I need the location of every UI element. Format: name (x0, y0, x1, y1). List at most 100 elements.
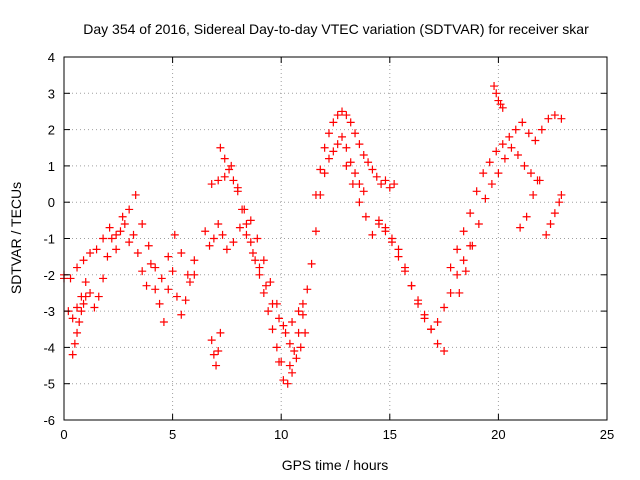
data-point (550, 209, 559, 218)
data-point (557, 114, 566, 123)
data-point (364, 158, 373, 167)
data-point (159, 317, 168, 326)
data-point (479, 169, 488, 178)
data-point (107, 234, 116, 243)
data-point (242, 219, 251, 228)
data-point (320, 169, 329, 178)
y-tick-label: -1 (43, 232, 55, 247)
data-point (492, 89, 501, 98)
data-point (279, 321, 288, 330)
data-point (520, 161, 529, 170)
data-point (387, 234, 396, 243)
data-point (338, 132, 347, 141)
data-point (294, 307, 303, 316)
data-point (374, 216, 383, 225)
data-point (275, 357, 284, 366)
y-tick-label: -4 (43, 340, 55, 355)
data-point (290, 347, 299, 356)
data-point (155, 299, 164, 308)
data-point (453, 270, 462, 279)
data-point (324, 129, 333, 138)
data-point (342, 143, 351, 152)
data-point (170, 230, 179, 239)
data-point (214, 219, 223, 228)
data-point (246, 216, 255, 225)
data-point (233, 187, 242, 196)
data-point (351, 129, 360, 138)
data-point (468, 241, 477, 250)
data-point (531, 136, 540, 145)
data-point (544, 114, 553, 123)
data-point (68, 350, 77, 359)
x-tick-label: 10 (274, 427, 288, 442)
data-point (518, 118, 527, 127)
data-point (407, 281, 416, 290)
data-point (86, 249, 95, 258)
data-point (75, 317, 84, 326)
data-point (390, 180, 399, 189)
axis-ticks: 0 5 10 15 20 25 -6 -5 -4 -3 -2 -1 0 1 2 3 4 (43, 50, 614, 442)
data-point (138, 267, 147, 276)
data-point (255, 270, 264, 279)
data-point (222, 245, 231, 254)
data-point (275, 314, 284, 323)
data-point (266, 278, 275, 287)
data-point (333, 111, 342, 120)
data-points (60, 82, 566, 388)
data-point (433, 317, 442, 326)
data-point (303, 285, 312, 294)
data-point (307, 259, 316, 268)
data-point (73, 328, 82, 337)
y-tick-label: 2 (48, 123, 55, 138)
data-point (474, 219, 483, 228)
data-point (214, 347, 223, 356)
data-point (346, 158, 355, 167)
data-point (190, 256, 199, 265)
data-point (112, 230, 121, 239)
data-point (333, 140, 342, 149)
data-point (377, 180, 386, 189)
data-point (485, 158, 494, 167)
data-point (401, 263, 410, 272)
y-tick-label: -3 (43, 304, 55, 319)
data-point (550, 111, 559, 120)
data-point (522, 212, 531, 221)
data-point (461, 267, 470, 276)
x-axis-label: GPS time / hours (282, 457, 389, 473)
data-point (342, 161, 351, 170)
data-point (492, 147, 501, 156)
data-point (494, 96, 503, 105)
data-point (264, 307, 273, 316)
data-point (427, 325, 436, 334)
data-point (535, 176, 544, 185)
data-point (259, 256, 268, 265)
data-point (272, 343, 281, 352)
data-point (529, 190, 538, 199)
data-point (455, 288, 464, 297)
data-point (248, 249, 257, 258)
data-point (94, 292, 103, 301)
data-point (79, 299, 88, 308)
data-point (81, 292, 90, 301)
data-point (285, 339, 294, 348)
data-point (164, 252, 173, 261)
y-tick-label: -5 (43, 377, 55, 392)
data-point (542, 230, 551, 239)
data-point (218, 230, 227, 239)
data-point (181, 296, 190, 305)
data-point (496, 100, 505, 109)
data-point (472, 187, 481, 196)
data-point (185, 278, 194, 287)
x-tick-label: 20 (491, 427, 505, 442)
data-point (73, 263, 82, 272)
chart-title: Day 354 of 2016, Sidereal Day-to-day VTE… (83, 21, 589, 37)
data-point (420, 314, 429, 323)
data-point (242, 230, 251, 239)
data-point (125, 238, 134, 247)
data-point (320, 143, 329, 152)
data-point (209, 350, 218, 359)
data-point (446, 263, 455, 272)
data-point (459, 227, 468, 236)
data-point (112, 245, 121, 254)
